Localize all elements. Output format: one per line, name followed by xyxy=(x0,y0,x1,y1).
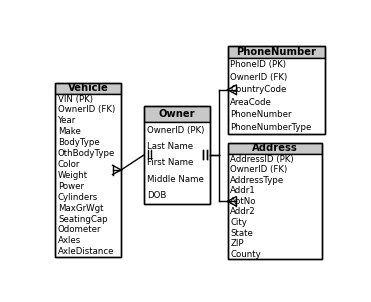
Bar xyxy=(144,122,210,204)
Text: CountryCode: CountryCode xyxy=(230,85,287,94)
Text: OthBodyType: OthBodyType xyxy=(58,149,115,158)
Text: OwnerID (FK): OwnerID (FK) xyxy=(58,105,115,114)
Text: PhoneID (PK): PhoneID (PK) xyxy=(230,60,286,69)
Text: AddressID (PK): AddressID (PK) xyxy=(230,155,294,164)
Text: PhoneNumberType: PhoneNumberType xyxy=(230,123,312,132)
Text: PhoneNumber: PhoneNumber xyxy=(236,47,316,57)
Text: OwnerID (PK): OwnerID (PK) xyxy=(147,126,204,135)
Text: Axles: Axles xyxy=(58,236,81,245)
Text: Year: Year xyxy=(58,116,76,125)
Text: County: County xyxy=(230,250,261,259)
Text: Odometer: Odometer xyxy=(58,225,101,234)
Bar xyxy=(55,94,121,257)
Bar xyxy=(55,83,121,94)
Text: Addr1: Addr1 xyxy=(230,186,256,195)
Bar xyxy=(227,143,322,154)
Text: AddressType: AddressType xyxy=(230,176,285,185)
Text: Power: Power xyxy=(58,182,84,191)
Text: PhoneNumber: PhoneNumber xyxy=(230,111,292,120)
Text: Addr2: Addr2 xyxy=(230,207,256,217)
Text: MaxGrWgt: MaxGrWgt xyxy=(58,204,104,213)
Bar xyxy=(227,46,325,58)
Bar xyxy=(227,154,322,259)
Text: Make: Make xyxy=(58,127,81,136)
Text: Address: Address xyxy=(252,143,298,153)
Text: BodyType: BodyType xyxy=(58,138,100,147)
Text: VIN (PK): VIN (PK) xyxy=(58,95,93,104)
Bar xyxy=(227,143,322,259)
Text: Middle Name: Middle Name xyxy=(147,175,204,184)
Text: State: State xyxy=(230,229,253,238)
Text: City: City xyxy=(230,218,247,227)
Text: OwnerID (FK): OwnerID (FK) xyxy=(230,165,288,174)
Text: DOB: DOB xyxy=(147,191,166,200)
Text: Cylinders: Cylinders xyxy=(58,193,98,202)
Text: AptNo: AptNo xyxy=(230,197,257,206)
Text: AreaCode: AreaCode xyxy=(230,98,272,107)
Text: Last Name: Last Name xyxy=(147,142,193,151)
Text: AxleDistance: AxleDistance xyxy=(58,247,114,256)
Text: Color: Color xyxy=(58,160,80,169)
Bar xyxy=(55,83,121,257)
Bar xyxy=(144,106,210,204)
Text: First Name: First Name xyxy=(147,159,193,168)
Text: OwnerID (FK): OwnerID (FK) xyxy=(230,72,288,82)
Bar xyxy=(144,106,210,122)
Bar xyxy=(227,58,325,134)
Text: SeatingCap: SeatingCap xyxy=(58,214,108,223)
Text: Weight: Weight xyxy=(58,171,88,180)
Bar xyxy=(227,46,325,134)
Text: Owner: Owner xyxy=(159,109,196,119)
Text: ZIP: ZIP xyxy=(230,239,244,248)
Text: Vehicle: Vehicle xyxy=(68,83,108,93)
